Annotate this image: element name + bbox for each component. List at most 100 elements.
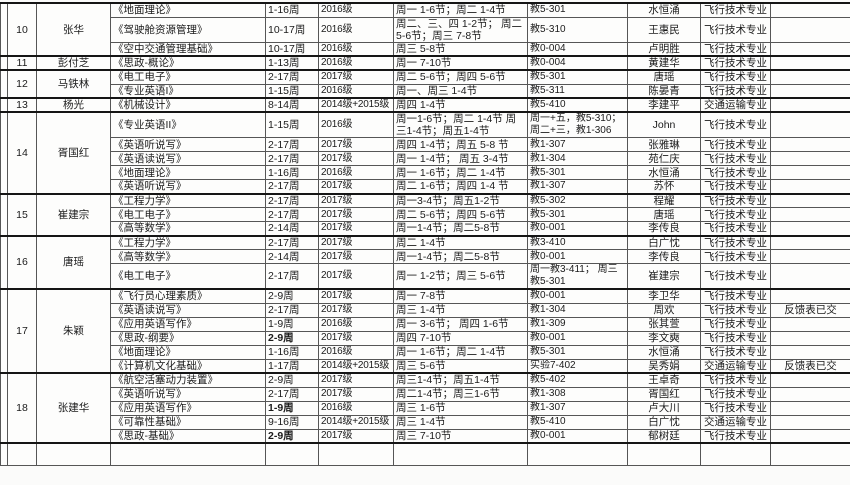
course-title-cell: 《专业英语II》 — [110, 111, 266, 138]
remark-cell — [770, 372, 850, 388]
left-edge-cell — [0, 97, 8, 113]
row-number-cell: 18 — [7, 372, 37, 444]
classroom-cell: 教1-309 — [527, 316, 628, 332]
remark-cell — [770, 414, 850, 430]
table-row: 《电工电子》 2-17周 2017级 周二 5-6节；周四 5-6节 教5-301 唐瑶飞… — [1, 207, 850, 222]
classroom-cell: 教0-004 — [527, 41, 628, 57]
co-teacher-cell: 崔建宗 — [627, 263, 701, 290]
schedule-cell: 周一 1-6节；周二 1-4节 — [393, 344, 528, 360]
weeks-cell: 8-14周 — [265, 97, 319, 113]
row-number-cell: 11 — [7, 55, 37, 71]
teacher-name-cell: 朱颖 — [36, 288, 111, 374]
major-cell: 飞行技术专业 — [700, 400, 771, 416]
classroom-cell: 教5-410 — [527, 97, 628, 113]
weeks-cell: 2-17周 — [265, 69, 319, 85]
teacher-name-cell: 崔建宗 — [36, 192, 111, 236]
classroom-cell: 教0-001 — [527, 221, 628, 236]
table-row: 《空中交通管理基础》 10-17周 2016级 周三 5-8节 教0-004 卢明胜 飞行技… — [1, 41, 850, 57]
weeks-cell: 2-14周 — [265, 221, 319, 236]
major-cell: 交通运输专业 — [700, 414, 771, 430]
table-row: 《地面理论》 1-16周 2016级 周一 1-6节；周二 1-4节 教5-301 水恒涌… — [1, 344, 850, 360]
co-teacher-cell: 吴秀娟 — [627, 358, 701, 374]
major-cell: 飞行技术专业 — [700, 386, 771, 402]
teacher-name-cell: 彭付芝 — [36, 55, 111, 71]
grade-cell: 2016级 — [318, 41, 394, 57]
schedule-cell: 周二 5-6节；周四 5-6节 — [393, 69, 528, 85]
table-row: 《英语读说写》 2-17周 2017级 周一 1-4节； 周五 3-4节 教1-304 苑… — [1, 151, 850, 166]
classroom-cell — [527, 442, 628, 466]
classroom-cell: 教0-001 — [527, 330, 628, 346]
remark-cell — [770, 344, 850, 360]
classroom-cell: 教5-311 — [527, 83, 628, 99]
weeks-cell: 1-9周 — [265, 400, 319, 416]
schedule-cell — [393, 442, 528, 466]
remark-cell — [770, 400, 850, 416]
weeks-cell: 1-15周 — [265, 111, 319, 138]
course-title-cell: 《计算机文化基础》 — [110, 358, 266, 374]
table-row: 《可靠性基础》 9-16周 2014级+2015级 周三 1-4节 教5-410 白广忱交… — [1, 414, 850, 430]
classroom-cell: 周一+五，教5-310；周二+三，教1-306 — [527, 111, 628, 138]
major-cell: 飞行技术专业 — [700, 55, 771, 71]
classroom-cell: 教0-001 — [527, 428, 628, 444]
course-title-cell — [110, 442, 266, 466]
table-row: 《高等数学》 2-14周 2017级 周一1-4节；周二5-8节 教0-001 李传良 飞行… — [1, 221, 850, 236]
schedule-cell: 周三 7-10节 — [393, 428, 528, 444]
classroom-cell: 教5-310 — [527, 16, 628, 43]
table-row: 《电工电子》 2-17周 2017级 周一 1-2节；周三 5-6节 周一教3-411；… — [1, 263, 850, 290]
remark-cell — [770, 97, 850, 113]
course-title-cell: 《驾驶舱资源管理》 — [110, 16, 266, 43]
classroom-cell: 教1-304 — [527, 151, 628, 166]
major-cell: 飞行技术专业 — [700, 192, 771, 208]
table-row: 13 杨光 《机械设计》 8-14周 2014级+2015级 周四 1-4节 教5-410 李… — [0, 97, 850, 113]
classroom-cell: 教3-410 — [527, 234, 628, 250]
classroom-cell: 教1-307 — [527, 400, 628, 416]
remark-cell: 反馈表已交 — [770, 358, 850, 374]
weeks-cell: 2-17周 — [265, 234, 319, 250]
left-edge-cell — [0, 192, 8, 236]
table-row: 18 张建华 《航空活塞动力装置》 2-9周 2017级 周三1-4节；周五1-4节 教5-… — [0, 372, 850, 444]
schedule-cell: 周四 1-4节；周五 5-8 节 — [393, 137, 528, 152]
course-title-cell: 《专业英语I》 — [110, 83, 266, 99]
weeks-cell: 1-17周 — [265, 358, 319, 374]
grade-cell — [318, 442, 394, 466]
weeks-cell: 1-9周 — [265, 316, 319, 332]
teacher-name-cell: 杨光 — [36, 97, 111, 113]
grade-cell: 2017级 — [318, 263, 394, 290]
left-edge-cell — [0, 69, 8, 99]
teacher-name-cell: 张华 — [36, 2, 111, 57]
course-schedule-table: 10 张华 《地面理论》 1-16周 2016级 周一 1-6节；周二 1-4节 教5-30… — [0, 2, 850, 466]
schedule-cell: 周一1-6节；周二 1-4节 周三1-4节；周五1-4节 — [393, 111, 528, 138]
co-teacher-cell: 陈晏青 — [627, 83, 701, 99]
co-teacher-cell: 苏怀 — [627, 179, 701, 194]
major-cell: 交通运输专业 — [700, 97, 771, 113]
co-teacher-cell: 郁树廷 — [627, 428, 701, 444]
schedule-cell: 周三 1-6节 — [393, 400, 528, 416]
course-title-cell: 《思政-纲要》 — [110, 330, 266, 346]
schedule-cell: 周一 1-6节；周二 1-4节 — [393, 165, 528, 180]
co-teacher-cell: 白广忱 — [627, 414, 701, 430]
weeks-cell: 2-17周 — [265, 192, 319, 208]
classroom-cell: 教1-308 — [527, 386, 628, 402]
co-teacher-cell: 程耀 — [627, 192, 701, 208]
grade-cell: 2016级 — [318, 111, 394, 138]
grade-cell: 2016级 — [318, 55, 394, 71]
weeks-cell: 2-17周 — [265, 263, 319, 290]
co-teacher-cell: 唐瑶 — [627, 207, 701, 222]
grade-cell: 2016级 — [318, 2, 394, 18]
major-cell: 飞行技术专业 — [700, 316, 771, 332]
major-cell: 飞行技术专业 — [700, 221, 771, 236]
grade-cell: 2017级 — [318, 372, 394, 388]
weeks-cell: 1-15周 — [265, 83, 319, 99]
co-teacher-cell — [627, 442, 701, 466]
grade-cell: 2014级+2015级 — [318, 97, 394, 113]
major-cell: 飞行技术专业 — [700, 2, 771, 18]
table-row: 《英语听说写》 2-17周 2017级 周四 1-4节；周五 5-8 节教1-307 张… — [1, 137, 850, 152]
course-title-cell: 《英语读说写》 — [110, 302, 266, 318]
classroom-cell: 教0-004 — [527, 55, 628, 71]
grade-cell: 2016级 — [318, 316, 394, 332]
grade-cell: 2014级+2015级 — [318, 358, 394, 374]
table-row: 14 胥国红 《专业英语II》 1-15周 2016级 周一1-6节；周二 1-4节 周三… — [0, 111, 850, 194]
co-teacher-cell: 李卫华 — [627, 288, 701, 304]
co-teacher-cell: 王惠民 — [627, 16, 701, 43]
classroom-cell: 教0-001 — [527, 288, 628, 304]
